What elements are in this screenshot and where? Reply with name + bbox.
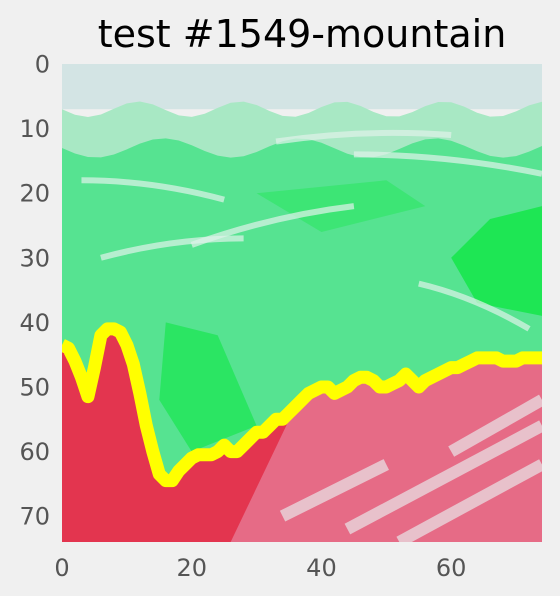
y-tick-label: 60 (19, 438, 50, 466)
x-tick-label: 20 (176, 554, 207, 582)
y-tick-label: 0 (35, 51, 50, 79)
x-tick-label: 60 (436, 554, 467, 582)
foreground-streak (448, 394, 542, 457)
y-tick-label: 70 (19, 503, 50, 531)
x-axis: 0 20 40 60 (54, 554, 466, 582)
y-tick-label: 20 (19, 180, 50, 208)
plot-area (62, 64, 542, 542)
foreground-streak (279, 459, 389, 522)
light-streak (275, 129, 452, 145)
x-tick-label: 0 (54, 554, 69, 582)
y-tick-label: 30 (19, 244, 50, 272)
y-tick-label: 40 (19, 309, 50, 337)
foreground-dark-region (62, 328, 296, 542)
light-streak (100, 235, 244, 261)
chart-title: test #1549-mountain (98, 12, 507, 56)
foreground-streak (344, 420, 542, 535)
x-tick-label: 40 (306, 554, 337, 582)
light-streak (81, 177, 225, 203)
light-streak (353, 151, 542, 177)
foreground-streak (396, 459, 542, 542)
bright-green-patch (451, 206, 542, 316)
y-tick-label: 50 (19, 373, 50, 401)
y-tick-label: 10 (19, 115, 50, 143)
mask-outline (62, 322, 542, 488)
bright-green-patch (159, 322, 257, 452)
y-axis: 0 10 20 30 40 50 60 70 (19, 51, 50, 531)
sky-region (62, 64, 542, 110)
light-streak (418, 280, 531, 332)
